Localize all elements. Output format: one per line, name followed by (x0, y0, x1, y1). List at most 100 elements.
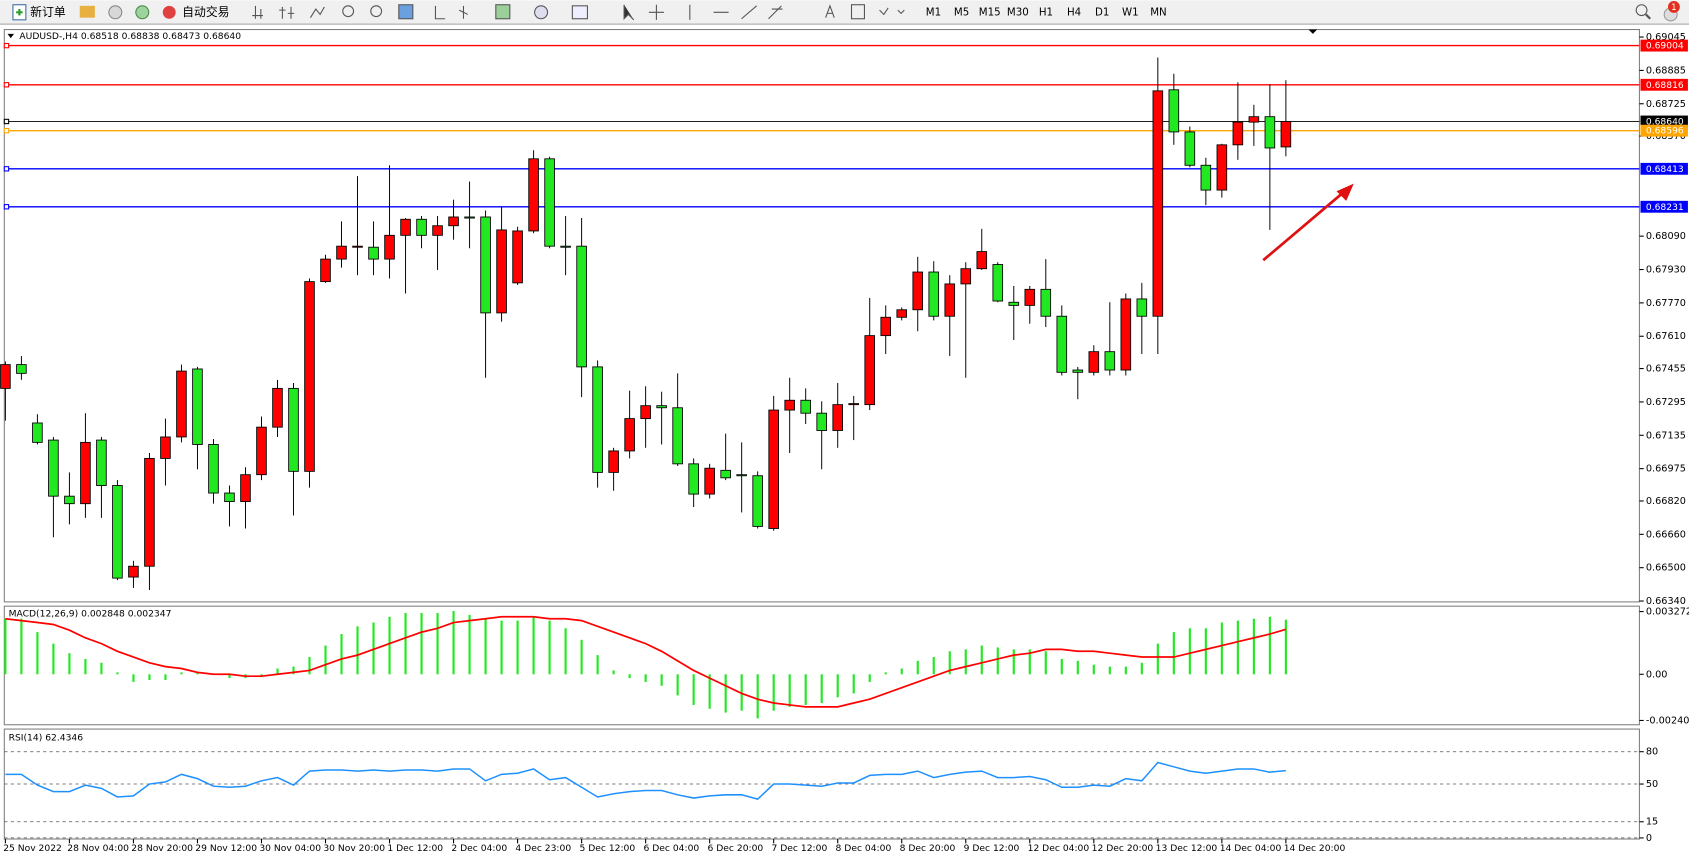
price-tag-label: 0.68231 (1646, 202, 1684, 213)
price-tag (1640, 39, 1688, 52)
candle-body (1200, 164, 1212, 191)
macd-bar (612, 670, 615, 675)
cursor-icon[interactable] (623, 4, 635, 21)
macd-bar (420, 612, 423, 675)
line-anchor (3, 127, 10, 134)
macd-bar (1028, 649, 1031, 675)
ohlc-value: 0.68640 (203, 31, 241, 42)
x-tick-label: 2 Dec 04:00 (451, 843, 507, 854)
candle-body (656, 405, 667, 409)
y-tick-label: 15 (1646, 817, 1658, 828)
arrow-icon[interactable] (879, 7, 905, 16)
macd-bar (516, 620, 519, 675)
candle-body (400, 218, 411, 236)
timeframe-button[interactable]: D1 (1095, 7, 1109, 18)
candle-icon[interactable] (279, 6, 295, 19)
timeframe-button[interactable]: M15 (979, 7, 1001, 18)
price-tag (1640, 115, 1688, 128)
candle-body (688, 463, 699, 495)
tile-icon[interactable] (398, 4, 414, 20)
zoom-in-icon[interactable] (342, 5, 355, 18)
x-tick-label: 30 Nov 20:00 (323, 843, 385, 854)
line-chart-icon[interactable] (309, 6, 325, 18)
tool-icon[interactable] (135, 5, 150, 20)
template-icon[interactable] (571, 5, 588, 20)
price-tag-label: 0.68816 (1646, 80, 1684, 91)
macd-bar (196, 672, 199, 675)
macd-bar (468, 614, 471, 675)
candle-body (96, 439, 107, 486)
bar-chart-icon[interactable] (252, 5, 263, 19)
y-tick-label: 0.68725 (1646, 99, 1686, 110)
candle-body (32, 422, 43, 443)
tool-icon[interactable] (79, 5, 95, 18)
notifications[interactable]: 1 (1663, 0, 1680, 22)
timeframe-button[interactable]: M30 (1007, 7, 1029, 18)
candle-body (736, 474, 747, 477)
candle-body (624, 418, 635, 452)
zoom-out-icon[interactable] (370, 5, 383, 18)
period-icon[interactable] (534, 5, 549, 20)
text-icon[interactable] (825, 4, 835, 18)
x-tick-label: 1 Dec 12:00 (387, 843, 443, 854)
symbol: AUDUSD-,H4 (19, 31, 78, 42)
candle-body (352, 245, 363, 248)
candle-body (848, 403, 859, 406)
macd-bar (852, 674, 855, 694)
macd-bar (228, 674, 231, 679)
x-tick-label: 13 Dec 12:00 (1156, 843, 1218, 854)
indicator-icon[interactable] (495, 4, 511, 20)
candle-body (720, 469, 731, 479)
candle-body (976, 251, 988, 270)
macd-bar (324, 645, 327, 675)
y-tick-label: 0.67610 (1646, 331, 1686, 342)
timeframe-button[interactable]: M1 (926, 7, 941, 18)
tool-icon[interactable] (108, 5, 123, 20)
candle-body (992, 264, 1004, 302)
candle-body (672, 407, 683, 465)
auto-trading-button[interactable]: 自动交易 (162, 5, 230, 19)
timeframe-button[interactable]: H1 (1039, 7, 1053, 18)
candle-body (1232, 121, 1244, 146)
timeframe-button[interactable]: W1 (1122, 7, 1139, 18)
y-tick-label: 0.67135 (1646, 430, 1686, 441)
candle-body (1248, 116, 1260, 123)
timeframe-button[interactable]: MN (1150, 7, 1166, 18)
candle-body (432, 225, 443, 236)
x-tick-label: 30 Nov 04:00 (259, 843, 321, 854)
y-tick-label: 0.67455 (1646, 364, 1686, 375)
search-icon[interactable] (1635, 4, 1648, 17)
candle-body (1056, 315, 1068, 373)
auto-trading-icon (162, 5, 176, 19)
toolbar-bg (0, 0, 1689, 25)
new-order-button[interactable]: 新订单 (12, 4, 66, 21)
draw-tools-icon[interactable] (648, 4, 783, 20)
y-tick-label: 0.66660 (1646, 529, 1686, 540)
x-tick-label: 9 Dec 12:00 (964, 843, 1020, 854)
y-tick-label: 0.68885 (1646, 65, 1686, 76)
y-tick-label: 50 (1646, 779, 1658, 790)
scroll-icon[interactable] (434, 5, 469, 20)
candle-body (544, 158, 555, 247)
candle-body (336, 245, 347, 260)
y-tick-label: 0.66975 (1646, 464, 1686, 475)
candle-body (1008, 301, 1020, 306)
y-tick-label: 0.69045 (1646, 32, 1686, 43)
timeframe-button[interactable]: H4 (1067, 7, 1081, 18)
label-icon[interactable] (850, 4, 865, 20)
macd-bar (1204, 628, 1207, 675)
candle-body (144, 457, 155, 567)
candle-body (912, 271, 924, 311)
macd-bar (36, 632, 39, 675)
timeframe-button[interactable]: M5 (954, 7, 969, 18)
candle-body (928, 271, 940, 317)
candle-body (1280, 121, 1292, 148)
macd-bar (292, 666, 295, 675)
timeframe-bar: M1 M5 M15 M30 H1 H4 D1 W1 MN (926, 7, 1167, 18)
rsi-line (5, 761, 1286, 800)
signal-line (5, 615, 1287, 708)
indicator-name: RSI(14) (9, 732, 43, 743)
candle-body (512, 230, 523, 284)
header-triangle (7, 33, 15, 39)
candle-body (944, 283, 956, 317)
